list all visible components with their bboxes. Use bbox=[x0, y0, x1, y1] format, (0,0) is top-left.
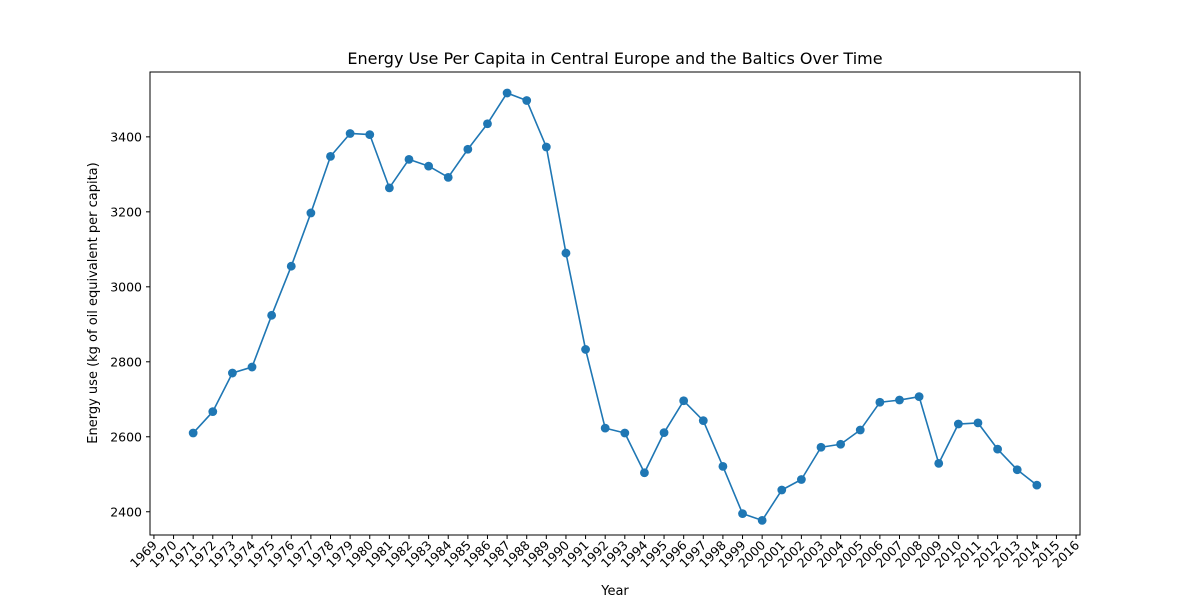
data-point bbox=[561, 248, 571, 258]
x-axis-label: Year bbox=[600, 584, 629, 599]
data-point bbox=[404, 154, 414, 164]
y-tick-label: 2800 bbox=[110, 354, 142, 369]
data-point bbox=[698, 416, 708, 426]
data-point bbox=[796, 475, 806, 484]
data-point bbox=[875, 397, 885, 407]
data-point bbox=[326, 151, 335, 161]
data-point bbox=[1012, 465, 1022, 475]
data-point bbox=[345, 129, 355, 138]
data-point bbox=[973, 418, 983, 428]
data-point bbox=[738, 509, 747, 519]
data-point bbox=[228, 368, 237, 378]
data-point bbox=[777, 485, 787, 495]
y-tick-label: 3400 bbox=[110, 129, 142, 144]
data-point bbox=[483, 119, 492, 129]
plot-frame bbox=[149, 71, 1081, 536]
data-point bbox=[934, 458, 944, 468]
data-point bbox=[306, 208, 316, 218]
data-point bbox=[424, 161, 434, 171]
y-tick-label: 2600 bbox=[110, 429, 142, 444]
data-point bbox=[443, 172, 453, 182]
data-point bbox=[836, 439, 846, 449]
data-point bbox=[286, 261, 296, 271]
data-point bbox=[953, 419, 963, 429]
data-point bbox=[757, 515, 767, 525]
data-point bbox=[855, 425, 865, 435]
data-point bbox=[914, 392, 924, 402]
chart-title: Energy Use Per Capita in Central Europe … bbox=[347, 49, 882, 68]
data-point bbox=[620, 428, 630, 438]
data-point bbox=[895, 395, 904, 405]
plot-area bbox=[188, 88, 1042, 525]
data-point bbox=[384, 183, 394, 193]
data-point bbox=[502, 88, 512, 98]
data-point bbox=[247, 362, 257, 372]
data-point bbox=[718, 461, 728, 471]
data-point bbox=[640, 468, 649, 478]
y-tick-label: 2400 bbox=[110, 504, 142, 519]
y-tick-label: 3000 bbox=[110, 279, 142, 294]
data-point bbox=[267, 310, 277, 320]
data-point bbox=[993, 444, 1002, 454]
data-point bbox=[600, 423, 610, 433]
data-point bbox=[208, 407, 218, 417]
data-point bbox=[581, 345, 590, 354]
data-point bbox=[463, 144, 473, 154]
data-point bbox=[188, 428, 198, 438]
data-point bbox=[365, 130, 375, 140]
data-point bbox=[541, 142, 551, 152]
y-tick-label: 3200 bbox=[110, 204, 142, 219]
data-point bbox=[522, 96, 532, 105]
data-point bbox=[816, 442, 826, 452]
data-point bbox=[659, 428, 669, 438]
y-axis-label: Energy use (kg of oil equivalent per cap… bbox=[86, 162, 101, 443]
data-point bbox=[1032, 480, 1042, 490]
data-point bbox=[679, 396, 689, 406]
